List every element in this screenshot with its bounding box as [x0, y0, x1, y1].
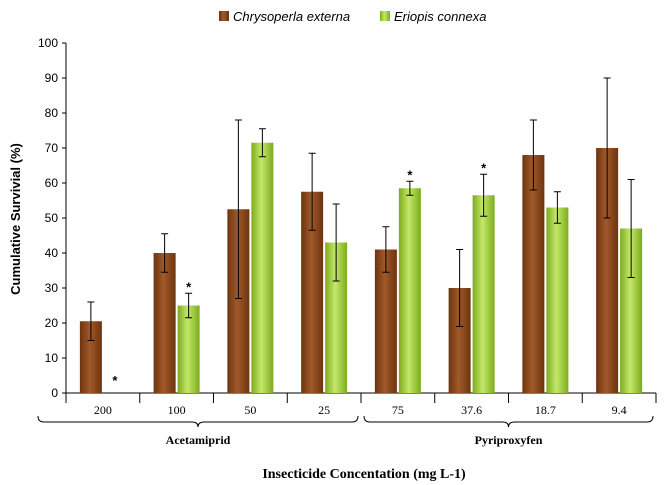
x-category-label: 50	[244, 403, 256, 417]
bar-series-1	[522, 155, 545, 393]
significance-marker: *	[186, 279, 192, 294]
y-tick-label: 30	[45, 281, 59, 295]
legend-label-series-2: Eriopis connexa	[394, 9, 487, 24]
group-brackets: Acetamiprid Pyriproxyfen	[37, 393, 657, 447]
bar-series-1	[448, 288, 471, 393]
bar-series-2	[325, 242, 348, 393]
y-tick-label: 90	[45, 71, 59, 85]
bar-series-1	[227, 209, 250, 393]
x-category-label: 9.4	[612, 403, 627, 417]
legend-swatch-series-2	[380, 11, 390, 21]
x-category-label: 200	[94, 403, 112, 417]
bar-series-1	[301, 191, 324, 393]
bar-series-1	[79, 321, 102, 393]
y-tick-label: 0	[51, 386, 58, 400]
significance-marker: *	[112, 373, 118, 388]
x-axis-title: Insecticide Concentation (mg L-1)	[262, 467, 466, 482]
y-tick-label: 60	[45, 176, 59, 190]
group-label: Pyriproxyfen	[475, 433, 543, 447]
y-tick-label: 70	[45, 141, 59, 155]
bar-series-2	[177, 305, 200, 393]
y-tick-label: 50	[45, 211, 59, 225]
group-bracket	[363, 415, 654, 428]
x-category-label: 75	[392, 403, 404, 417]
bar-series-1	[153, 253, 176, 393]
bars: * * * *	[79, 77, 643, 393]
legend-swatch-series-1	[219, 11, 229, 21]
bar-series-2	[620, 228, 643, 393]
bar-series-1	[374, 249, 397, 393]
y-tick-label: 80	[45, 106, 59, 120]
y-tick-label: 20	[45, 316, 59, 330]
y-tick-label: 40	[45, 246, 59, 260]
significance-marker: *	[481, 160, 487, 175]
legend: Chrysoperla externa Eriopis connexa	[219, 9, 487, 24]
group-bracket	[37, 415, 359, 428]
y-tick-label: 100	[38, 36, 58, 50]
y-tick-label: 10	[45, 351, 59, 365]
group-label: Acetamiprid	[166, 433, 231, 447]
x-category-label: 100	[168, 403, 186, 417]
bar-series-2	[472, 195, 495, 393]
x-category-label: 37.6	[461, 403, 482, 417]
bar-series-2	[251, 142, 274, 393]
x-category-labels: 200 100 50 25 75 37.6 18.7 9.4	[94, 403, 627, 417]
bar-series-2	[546, 207, 569, 393]
significance-marker: *	[407, 167, 413, 182]
y-ticks: 0 10 20 30 40 50 60 70 80 90 100	[38, 36, 66, 400]
bar-series-2	[398, 188, 421, 393]
bar-series-1	[596, 148, 619, 393]
y-axis-title: Cumulative Survivial (%)	[8, 143, 23, 295]
x-category-label: 25	[318, 403, 330, 417]
x-category-label: 18.7	[535, 403, 556, 417]
legend-label-series-1: Chrysoperla externa	[233, 9, 350, 24]
